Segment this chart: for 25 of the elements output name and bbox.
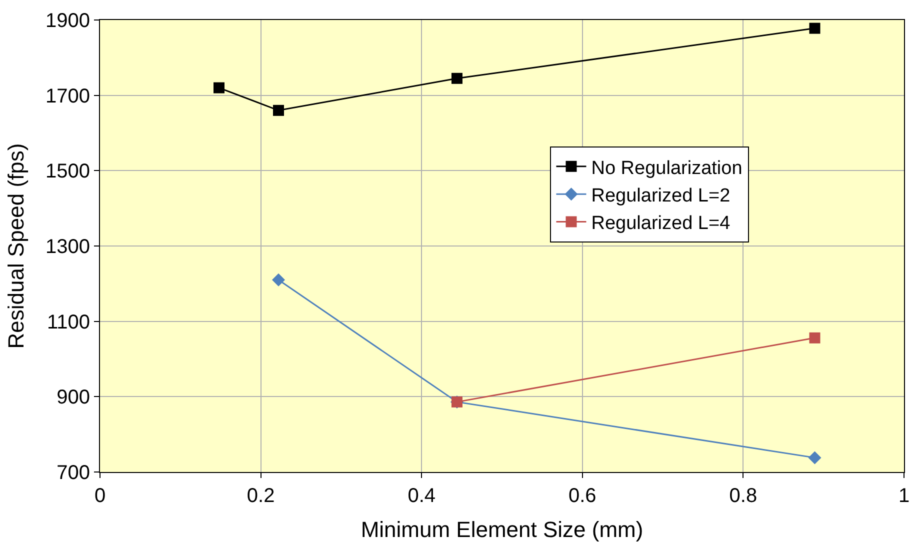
- x-tick-label: 0.8: [729, 485, 758, 507]
- legend-label: No Regularization: [591, 158, 742, 179]
- point: [809, 22, 820, 34]
- x-tick-label: 1: [898, 485, 910, 507]
- point: [808, 451, 822, 464]
- x-tick-label: 0.2: [246, 485, 275, 507]
- point: [809, 332, 820, 344]
- y-tick-label: 1900: [46, 10, 90, 32]
- legend-label: Regularized L=4: [591, 213, 731, 234]
- point: [213, 82, 224, 94]
- y-tick-label: 1300: [46, 236, 90, 258]
- x-tick-label: 0.4: [408, 485, 436, 507]
- y-tick-label: 1700: [46, 85, 90, 108]
- y-tick-label: 1500: [46, 160, 90, 183]
- y-axis-title: Residual Speed (fps): [3, 143, 28, 349]
- y-tick-label: 900: [56, 386, 90, 409]
- point: [451, 72, 462, 84]
- point: [272, 273, 285, 286]
- point: [272, 104, 284, 116]
- legend-label: Regularized L=2: [591, 186, 730, 207]
- x-tick-label: 0: [94, 485, 106, 507]
- y-tick-label: 1100: [46, 311, 90, 334]
- x-axis-title: Minimum Element Size (mm): [360, 516, 644, 542]
- x-tick-label: 0.6: [568, 485, 596, 507]
- y-tick-label: 700: [56, 462, 90, 484]
